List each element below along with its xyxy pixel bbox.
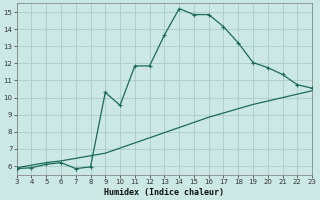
X-axis label: Humidex (Indice chaleur): Humidex (Indice chaleur) [104, 188, 224, 197]
